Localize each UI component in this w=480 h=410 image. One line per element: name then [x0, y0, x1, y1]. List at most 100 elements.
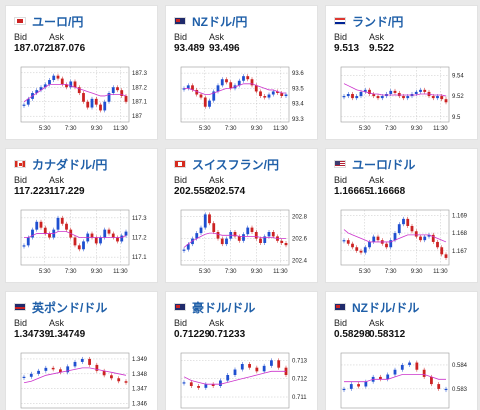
- bid-label: Bid: [14, 175, 28, 185]
- ask-value: 187.076: [49, 43, 86, 54]
- candle-body: [379, 376, 382, 380]
- us-flag-icon: [334, 160, 346, 168]
- currency-pair-link[interactable]: 英ポンド/ドル: [32, 300, 108, 315]
- candle-body: [440, 96, 444, 100]
- intraday-chart[interactable]: 1.169 1.168 1.167 5:30 7:30 9:30 11:30: [331, 207, 477, 281]
- rate-card[interactable]: NZドル/ドル Bid Ask 0.58298 0.58312 0.584 0.583: [325, 291, 478, 410]
- candle-body: [197, 386, 200, 388]
- y-tick-label: 187.3: [132, 71, 148, 77]
- candle-body: [124, 231, 128, 236]
- candle-body: [35, 221, 39, 230]
- candle-body: [262, 365, 266, 372]
- candle-body: [242, 76, 245, 81]
- currency-pair-link[interactable]: カナダドル/円: [32, 157, 108, 172]
- candle-body: [225, 238, 228, 245]
- candle-body: [82, 93, 85, 102]
- candle-body: [220, 238, 224, 245]
- intraday-chart[interactable]: 1.349 1.348 1.347 1.346: [11, 350, 157, 410]
- x-tick-label: 7:30: [65, 269, 77, 275]
- currency-pair-link[interactable]: ユーロ/円: [32, 14, 84, 29]
- currency-pair-link[interactable]: スイスフラン/円: [192, 157, 279, 172]
- bid-label: Bid: [174, 318, 188, 328]
- candle-body: [216, 85, 220, 92]
- candle-body: [44, 367, 48, 371]
- candle-body: [444, 99, 448, 103]
- card-header: NZドル/円: [174, 14, 248, 29]
- x-tick-label: 5:30: [359, 126, 371, 132]
- intraday-chart[interactable]: 117.3 117.2 117.1 5:30 7:30 9:30 11:30: [11, 207, 157, 281]
- intraday-chart[interactable]: 93.6 93.5 93.4 93.3 5:30 7:30 9:30 11:30: [171, 64, 317, 138]
- candle-body: [263, 236, 267, 243]
- candle-body: [246, 227, 250, 235]
- candle-body: [56, 75, 60, 79]
- moving-average-line: [23, 83, 127, 103]
- candle-body: [107, 93, 111, 102]
- candle-body: [186, 244, 190, 250]
- intraday-chart[interactable]: 0.713 0.712 0.711: [171, 350, 317, 410]
- y-tick-label: 1.168: [452, 231, 468, 237]
- currency-pair-link[interactable]: 豪ドル/ドル: [192, 300, 256, 315]
- candle-body: [363, 89, 367, 92]
- intraday-chart[interactable]: 187.3 187.2 187.1 187 5:30 7:30 9:30 11:30: [11, 64, 157, 138]
- x-tick-label: 11:30: [273, 269, 288, 275]
- candle-body: [29, 373, 33, 377]
- candle-body: [65, 223, 68, 230]
- candle-body: [267, 94, 271, 98]
- candle-body: [203, 97, 207, 107]
- rate-card[interactable]: スイスフラン/円 Bid Ask 202.558 202.574 202.8 202.6 20…: [165, 148, 318, 283]
- y-tick-label: 9.54: [452, 73, 464, 79]
- candle-body: [99, 104, 102, 111]
- currency-pair-link[interactable]: NZドル/円: [192, 14, 248, 29]
- candle-body: [351, 93, 354, 99]
- moving-average-line: [184, 83, 286, 95]
- candle-body: [212, 91, 216, 101]
- y-tick-label: 9.52: [452, 94, 464, 100]
- ask-value: 1.16668: [369, 186, 406, 197]
- candle-body: [73, 81, 77, 88]
- candle-body: [117, 378, 121, 382]
- candle-body: [120, 90, 124, 96]
- moving-average-line: [343, 229, 447, 243]
- candle-body: [342, 240, 346, 242]
- candle-body: [204, 384, 208, 388]
- rate-card[interactable]: カナダドル/円 Bid Ask 117.223 117.229 117.3 117.2 117…: [5, 148, 158, 283]
- y-tick-label: 187: [132, 114, 143, 120]
- candle-body: [212, 223, 216, 232]
- candle-body: [440, 247, 444, 255]
- candle-body: [22, 104, 26, 106]
- candle-body: [436, 96, 439, 99]
- intraday-chart[interactable]: 0.584 0.583: [331, 350, 477, 410]
- currency-pair-link[interactable]: ユーロ/ドル: [352, 157, 416, 172]
- candle-body: [271, 91, 275, 95]
- x-tick-label: 5:30: [199, 269, 211, 275]
- candle-body: [211, 384, 215, 386]
- currency-pair-link[interactable]: ランド/円: [352, 14, 404, 29]
- candle-body: [372, 93, 376, 97]
- candle-body: [191, 85, 194, 90]
- currency-pair-link[interactable]: NZドル/ドル: [352, 300, 420, 315]
- rate-card[interactable]: 豪ドル/ドル Bid Ask 0.71229 0.71233 0.713 0.712 0.71…: [165, 291, 318, 410]
- candle-body: [393, 233, 397, 241]
- intraday-chart[interactable]: 202.8 202.6 202.4 5:30 7:30 9:30 11:30: [171, 207, 317, 281]
- chart-svg: 1.169 1.168 1.167 5:30 7:30 9:30 11:30: [340, 209, 468, 275]
- candle-body: [346, 93, 350, 97]
- rate-card[interactable]: ユーロ/ドル Bid Ask 1.16665 1.16668 1.169 1.168 1.16…: [325, 148, 478, 283]
- bid-value: 1.34739: [14, 329, 51, 340]
- x-tick-label: 9:30: [251, 126, 263, 132]
- intraday-chart[interactable]: 9.54 9.52 9.5 5:30 7:30 9:30 11:30: [331, 64, 477, 138]
- x-tick-label: 11:30: [113, 269, 128, 275]
- ask-label: Ask: [49, 32, 65, 42]
- y-tick-label: 117.2: [132, 236, 147, 242]
- rate-card[interactable]: ユーロ/円 Bid Ask 187.072 187.076 187.3 187.2 187.1…: [5, 5, 158, 140]
- moving-average-line: [24, 231, 127, 238]
- rate-card[interactable]: 英ポンド/ドル Bid Ask 1.34739 1.34749 1.349 1.348 1.3…: [5, 291, 158, 410]
- x-tick-label: 9:30: [91, 126, 103, 132]
- candle-body: [208, 214, 211, 224]
- candle-body: [376, 96, 380, 99]
- candle-body: [233, 232, 237, 237]
- ask-label: Ask: [369, 175, 385, 185]
- rate-card[interactable]: NZドル/円 Bid Ask 93.489 93.496 93.6 93.5 93.4 93.3…: [165, 5, 318, 140]
- candle-body: [263, 96, 267, 98]
- rate-card[interactable]: ランド/円 Bid Ask 9.513 9.522 9.54 9.52 9.5 5:30 7:30…: [325, 5, 478, 140]
- y-tick-label: 1.167: [452, 249, 468, 255]
